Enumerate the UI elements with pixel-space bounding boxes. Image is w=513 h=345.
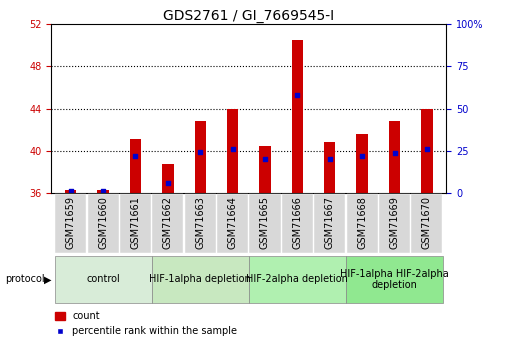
Text: GSM71668: GSM71668 [357,196,367,249]
Bar [194,121,206,193]
Text: GSM71667: GSM71667 [325,196,335,249]
Text: GSM71664: GSM71664 [228,196,238,249]
Text: HIF-2alpha depletion: HIF-2alpha depletion [246,275,348,284]
FancyBboxPatch shape [120,194,151,253]
FancyBboxPatch shape [249,256,346,303]
Bar [324,142,336,193]
Text: HIF-1alpha depletion: HIF-1alpha depletion [149,275,251,284]
FancyBboxPatch shape [152,194,184,253]
FancyBboxPatch shape [282,194,313,253]
Point [326,157,334,162]
Text: GSM71670: GSM71670 [422,196,432,249]
Text: HIF-1alpha HIF-2alpha
depletion: HIF-1alpha HIF-2alpha depletion [340,269,449,290]
Point [131,153,140,159]
Legend: count, percentile rank within the sample: count, percentile rank within the sample [51,307,241,340]
Point [423,147,431,152]
FancyBboxPatch shape [314,194,345,253]
Bar [97,190,109,193]
Title: GDS2761 / GI_7669545-I: GDS2761 / GI_7669545-I [163,9,334,23]
Bar [162,164,173,193]
FancyBboxPatch shape [346,256,443,303]
Point [261,157,269,162]
Text: GSM71665: GSM71665 [260,196,270,249]
Text: protocol: protocol [5,275,45,284]
FancyBboxPatch shape [347,194,378,253]
Bar [65,190,76,193]
Text: GSM71661: GSM71661 [130,196,141,249]
Text: GSM71659: GSM71659 [66,196,76,249]
FancyBboxPatch shape [88,194,119,253]
FancyBboxPatch shape [54,256,152,303]
Text: GSM71662: GSM71662 [163,196,173,249]
Bar [421,109,432,193]
FancyBboxPatch shape [379,194,410,253]
Point [164,180,172,186]
FancyBboxPatch shape [152,256,249,303]
FancyBboxPatch shape [185,194,216,253]
Text: GSM71660: GSM71660 [98,196,108,249]
Text: ▶: ▶ [44,275,51,284]
Bar [389,121,400,193]
FancyBboxPatch shape [55,194,86,253]
Point [99,188,107,194]
Text: GSM71666: GSM71666 [292,196,302,249]
Point [390,150,399,155]
FancyBboxPatch shape [217,194,248,253]
Text: GSM71663: GSM71663 [195,196,205,249]
Point [228,147,236,152]
Point [293,92,302,98]
Bar [260,146,271,193]
Bar [227,109,238,193]
Bar [130,139,141,193]
Text: control: control [86,275,120,284]
Text: GSM71669: GSM71669 [389,196,400,249]
Point [196,149,204,155]
Point [358,153,366,159]
Point [67,188,75,194]
Bar [292,40,303,193]
FancyBboxPatch shape [249,194,281,253]
Bar [357,134,368,193]
FancyBboxPatch shape [411,194,442,253]
